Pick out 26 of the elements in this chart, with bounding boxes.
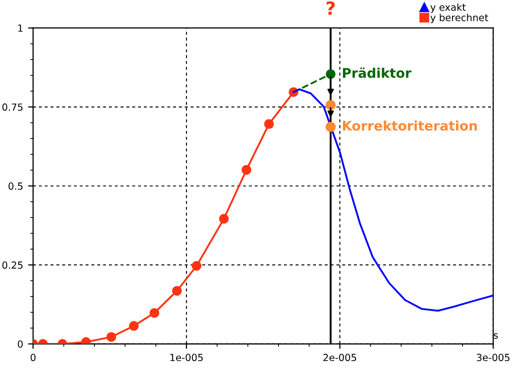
point	[326, 122, 336, 132]
y-tick-label: 0.75	[2, 103, 23, 111]
x-tick-label: 0	[30, 354, 36, 362]
y-tick-label: 0	[18, 340, 23, 348]
point	[264, 119, 274, 129]
annotation: Prädiktor	[342, 68, 412, 78]
point	[219, 214, 229, 224]
annotation: Korrektoriteration	[342, 120, 477, 131]
legend-label: y berechnet	[430, 14, 488, 24]
x-tick-label: 1e-005	[170, 354, 203, 362]
point	[326, 69, 336, 79]
y-tick-label: 0.25	[2, 261, 23, 269]
point	[106, 332, 116, 342]
point	[172, 286, 182, 296]
y-tick-label: 1	[18, 24, 22, 32]
point	[326, 100, 336, 110]
point	[242, 164, 252, 175]
x-tick-label: 3e-005	[476, 354, 510, 362]
point	[192, 261, 202, 271]
x-axis-title: s	[494, 333, 498, 339]
legend-label: y exakt	[430, 3, 466, 13]
y-tick-label: 0.5	[8, 182, 23, 190]
ref-line-label: ?	[326, 1, 335, 15]
x-tick-label: 2e-005	[323, 354, 356, 362]
point	[128, 321, 139, 331]
point	[150, 308, 160, 318]
